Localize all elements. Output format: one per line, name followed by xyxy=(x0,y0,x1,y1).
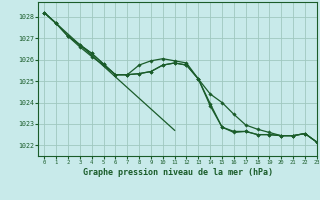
X-axis label: Graphe pression niveau de la mer (hPa): Graphe pression niveau de la mer (hPa) xyxy=(83,168,273,177)
